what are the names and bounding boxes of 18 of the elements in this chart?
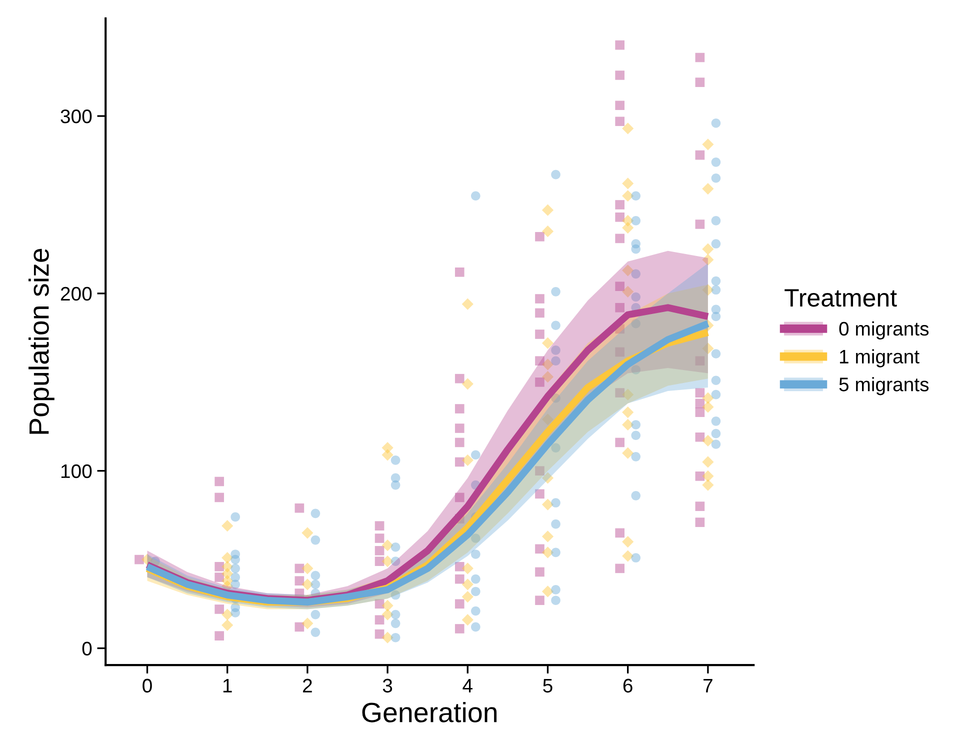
y-tick-label: 100 [61, 464, 92, 478]
x-tick-label: 6 [623, 678, 632, 693]
x-tick-label: 1 [223, 679, 232, 692]
x-tick-label: 0 [142, 678, 152, 693]
legend-label: 5 migrants [839, 377, 929, 396]
x-tick-label: 2 [303, 678, 312, 692]
y-axis-title: Population size [28, 248, 54, 434]
legend-label: 1 migrant [840, 349, 920, 368]
x-axis-title: Generation [362, 702, 497, 722]
legend-title: Treatment [784, 289, 897, 307]
x-tick-label: 7 [704, 679, 712, 692]
y-tick-label: 200 [60, 286, 92, 301]
y-tick-label: 0 [82, 642, 92, 656]
x-tick-label: 3 [382, 678, 392, 693]
y-tick-label: 300 [60, 110, 92, 124]
x-tick-label: 4 [462, 679, 472, 692]
x-tick-label: 5 [543, 679, 552, 693]
legend-label: 0 migrants [839, 321, 929, 340]
